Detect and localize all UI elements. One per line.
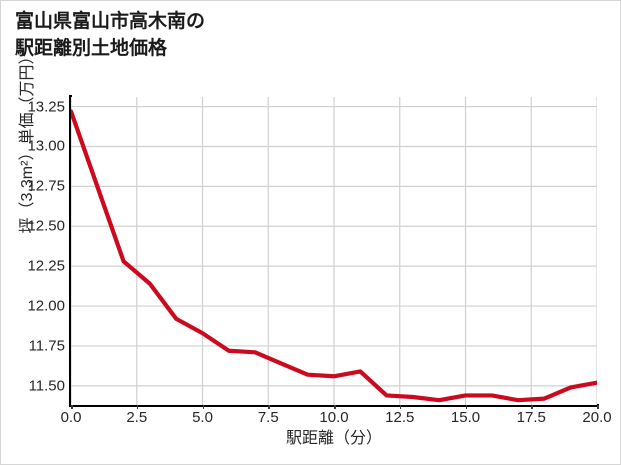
x-tick-label: 12.5 <box>385 409 415 426</box>
x-tick-label: 17.5 <box>516 409 546 426</box>
y-axis-spine <box>69 95 72 407</box>
x-tick-label: 7.5 <box>257 409 279 426</box>
y-tick-label: 12.75 <box>27 177 65 195</box>
x-tick-label: 0.0 <box>60 409 82 426</box>
x-tick-mark <box>334 405 336 409</box>
x-tick-mark <box>465 405 468 409</box>
x-tick-mark <box>136 405 139 409</box>
data-series-line <box>71 109 597 403</box>
x-tick-label: 20.0 <box>582 409 612 426</box>
plot-area <box>71 97 597 405</box>
y-axis-tick-labels: 11.50 11.75 12.00 12.25 12.50 12.75 13.00 13.25 <box>1 1 65 464</box>
line-chart-svg <box>71 97 597 405</box>
x-tick-mark <box>202 405 205 409</box>
y-tick-label: 11.75 <box>28 337 65 355</box>
y-tick-label: 12.50 <box>27 217 65 235</box>
x-tick-label: 15.0 <box>450 409 481 426</box>
x-tick-mark <box>399 405 402 409</box>
x-tick-label: 10.0 <box>319 409 349 426</box>
page-title: 富山県富山市高木南の 駅距離別土地価格 <box>15 11 206 59</box>
y-tick-label: 12.25 <box>27 257 65 275</box>
y-tick-label: 12.00 <box>27 297 65 315</box>
x-axis-label: 駅距離（分） <box>285 430 382 447</box>
gridlines <box>71 97 597 405</box>
x-tick-label: 2.5 <box>126 409 148 426</box>
y-tick-label: 13.00 <box>27 137 65 155</box>
x-tick-mark <box>531 405 533 409</box>
x-tick-mark <box>71 405 73 409</box>
x-tick-label: 5.0 <box>192 409 213 426</box>
y-tick-label: 11.50 <box>28 377 65 395</box>
x-tick-mark <box>268 405 270 409</box>
x-tick-mark <box>597 405 599 409</box>
y-tick-label: 13.25 <box>27 98 65 116</box>
